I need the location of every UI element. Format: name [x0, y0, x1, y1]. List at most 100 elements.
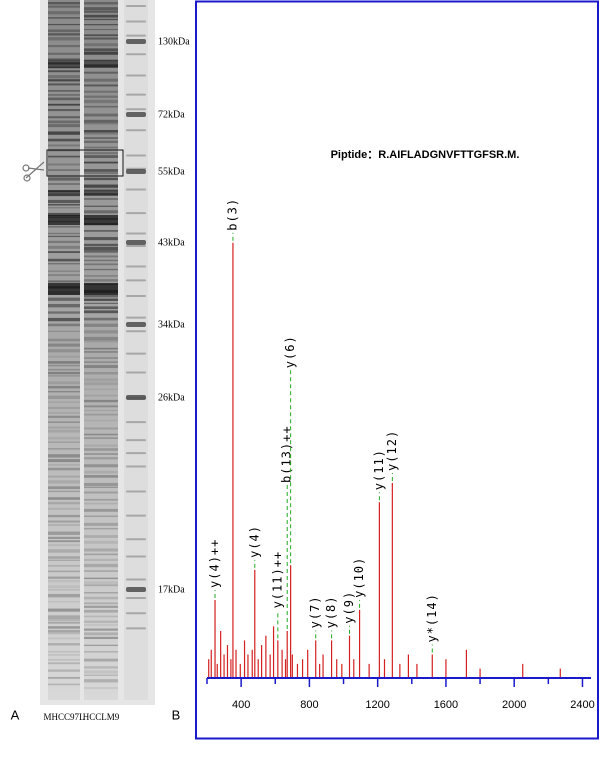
- gel-band: [84, 609, 118, 613]
- gel-band: [48, 330, 80, 332]
- gel-band: [84, 310, 118, 314]
- marker-band: [126, 452, 146, 455]
- peak-label: y(11)++: [270, 551, 284, 609]
- gel-band: [48, 654, 80, 656]
- gel-band: [48, 199, 80, 204]
- gel-band: [48, 436, 80, 440]
- gel-band: [48, 108, 80, 112]
- gel-band: [84, 508, 118, 512]
- marker-band: [126, 322, 146, 327]
- gel-band: [84, 250, 118, 253]
- marker-band: [126, 316, 146, 319]
- gel-band: [84, 602, 118, 605]
- gel-band: [84, 382, 118, 386]
- marker-band: [126, 129, 146, 132]
- gel-band: [84, 486, 118, 488]
- gel-band: [48, 415, 80, 418]
- gel-band: [48, 426, 80, 429]
- gel-band: [84, 60, 118, 68]
- gel-band: [48, 79, 80, 82]
- lane-label: HCCLM9: [83, 712, 120, 722]
- peak-label: y(11): [372, 449, 386, 490]
- gel-band: [48, 23, 80, 26]
- marker-band: [126, 53, 146, 56]
- gel-band: [48, 120, 80, 124]
- gel-band: [84, 279, 118, 282]
- gel-band: [48, 204, 80, 206]
- lane-label: MHCC97L: [43, 712, 84, 722]
- gel-band: [48, 514, 80, 518]
- gel-band: [48, 280, 80, 283]
- marker-band: [126, 538, 146, 541]
- gel-band: [48, 454, 80, 458]
- gel-band: [48, 368, 80, 371]
- gel-band: [84, 205, 118, 207]
- gel-band: [48, 364, 80, 367]
- gel-band: [84, 624, 118, 626]
- gel-band: [84, 184, 118, 188]
- gel-band: [48, 183, 80, 185]
- gel-band: [48, 240, 80, 244]
- gel-band: [48, 662, 80, 665]
- gel-band: [84, 237, 118, 241]
- gel-band: [48, 235, 80, 238]
- gel-band: [84, 378, 118, 382]
- gel-band: [48, 270, 80, 272]
- marker-label: 130kDa: [158, 36, 190, 47]
- marker-band: [126, 39, 146, 44]
- gel-band: [84, 78, 118, 82]
- gel-band: [84, 558, 118, 562]
- gel-band: [48, 523, 80, 526]
- gel-band: [84, 37, 118, 40]
- gel-band: [48, 283, 80, 295]
- gel-band: [84, 605, 118, 608]
- gel-band: [84, 570, 118, 572]
- peak-label: y(8): [324, 595, 338, 628]
- marker-band: [126, 244, 146, 247]
- gel-band: [48, 94, 80, 96]
- gel: [48, 0, 148, 700]
- gel-band: [48, 412, 80, 414]
- gel-band: [48, 559, 80, 561]
- gel-band: [84, 172, 118, 174]
- gel-band: [84, 674, 118, 676]
- peak-label: b(13)++: [280, 425, 294, 483]
- gel-band: [48, 650, 80, 653]
- gel-band: [84, 14, 118, 18]
- marker-label: 72kDa: [158, 109, 185, 120]
- gel-band: [48, 501, 80, 505]
- gel-band: [84, 596, 118, 600]
- gel-band: [48, 497, 80, 500]
- marker-band: [126, 490, 146, 493]
- marker-band: [126, 578, 146, 581]
- gel-band: [48, 2, 80, 5]
- gel-band: [48, 355, 80, 358]
- gel-band: [84, 464, 118, 468]
- gel-band: [84, 448, 118, 451]
- band-box: [46, 149, 124, 177]
- gel-band: [48, 232, 80, 235]
- gel-band: [48, 60, 80, 68]
- marker-band: [126, 188, 146, 191]
- gel-band: [84, 155, 118, 158]
- peak-label: y(4)++: [208, 539, 222, 588]
- peak-label: y(9): [342, 591, 356, 624]
- gel-band: [84, 620, 118, 624]
- marker-label: 26kDa: [158, 392, 185, 403]
- gel-band: [84, 522, 118, 526]
- gel-band: [84, 636, 118, 640]
- gel-band: [48, 207, 80, 209]
- gel-band: [84, 361, 118, 363]
- gel-band: [48, 608, 80, 612]
- gel-band: [84, 119, 118, 123]
- marker-band: [126, 596, 146, 599]
- gel-band: [48, 565, 80, 567]
- gel-band: [84, 405, 118, 408]
- gel-band: [48, 385, 80, 389]
- gel-band: [84, 129, 118, 133]
- gel-band: [48, 52, 80, 55]
- gel-band: [48, 629, 80, 633]
- gel-band: [48, 490, 80, 493]
- x-tick-label: 2400: [570, 699, 594, 711]
- marker-band: [126, 279, 146, 282]
